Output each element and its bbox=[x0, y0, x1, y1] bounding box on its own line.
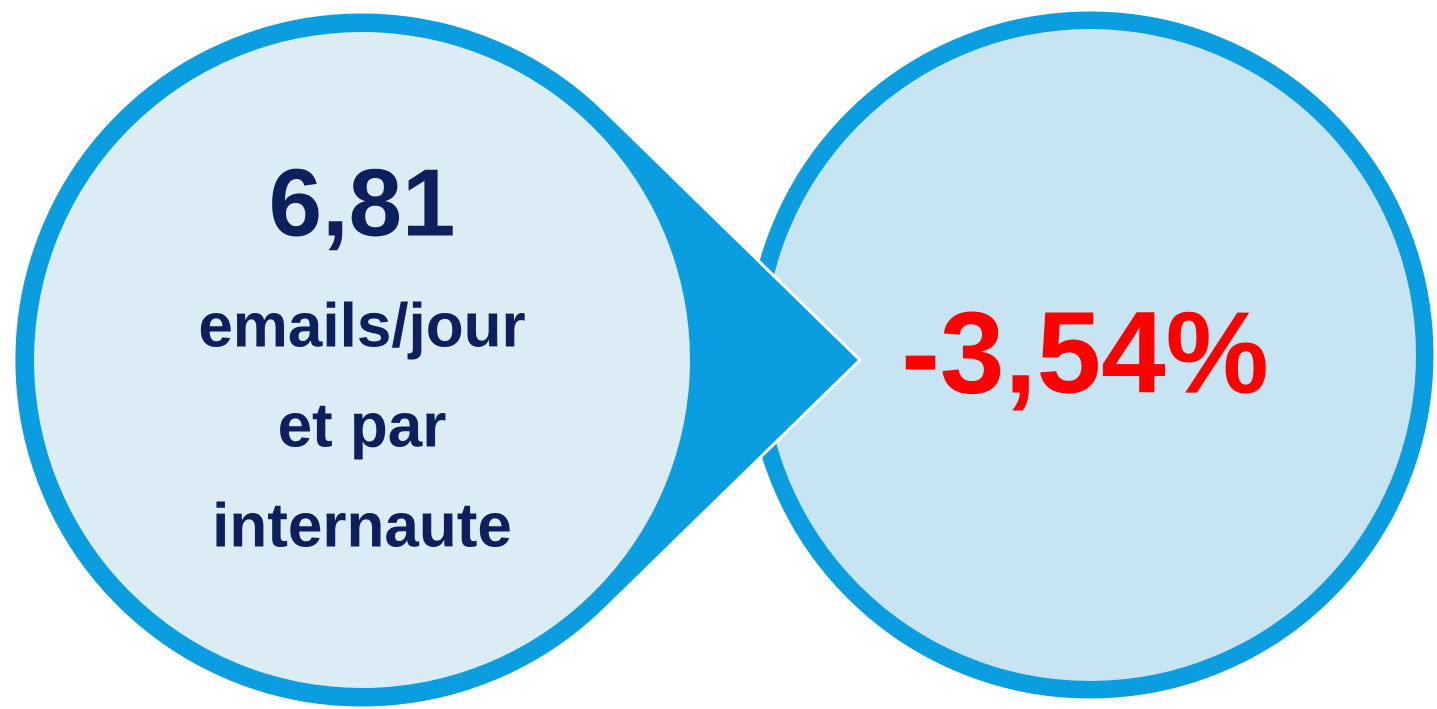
left-value: 6,81 bbox=[269, 149, 456, 256]
left-line: emails/jour bbox=[198, 291, 525, 360]
left-line: internaute bbox=[212, 491, 512, 560]
right-value: -3,54% bbox=[901, 288, 1269, 418]
left-circle-fill bbox=[34, 32, 690, 688]
left-line: et par bbox=[278, 391, 447, 460]
right-circle-fill bbox=[764, 29, 1416, 681]
